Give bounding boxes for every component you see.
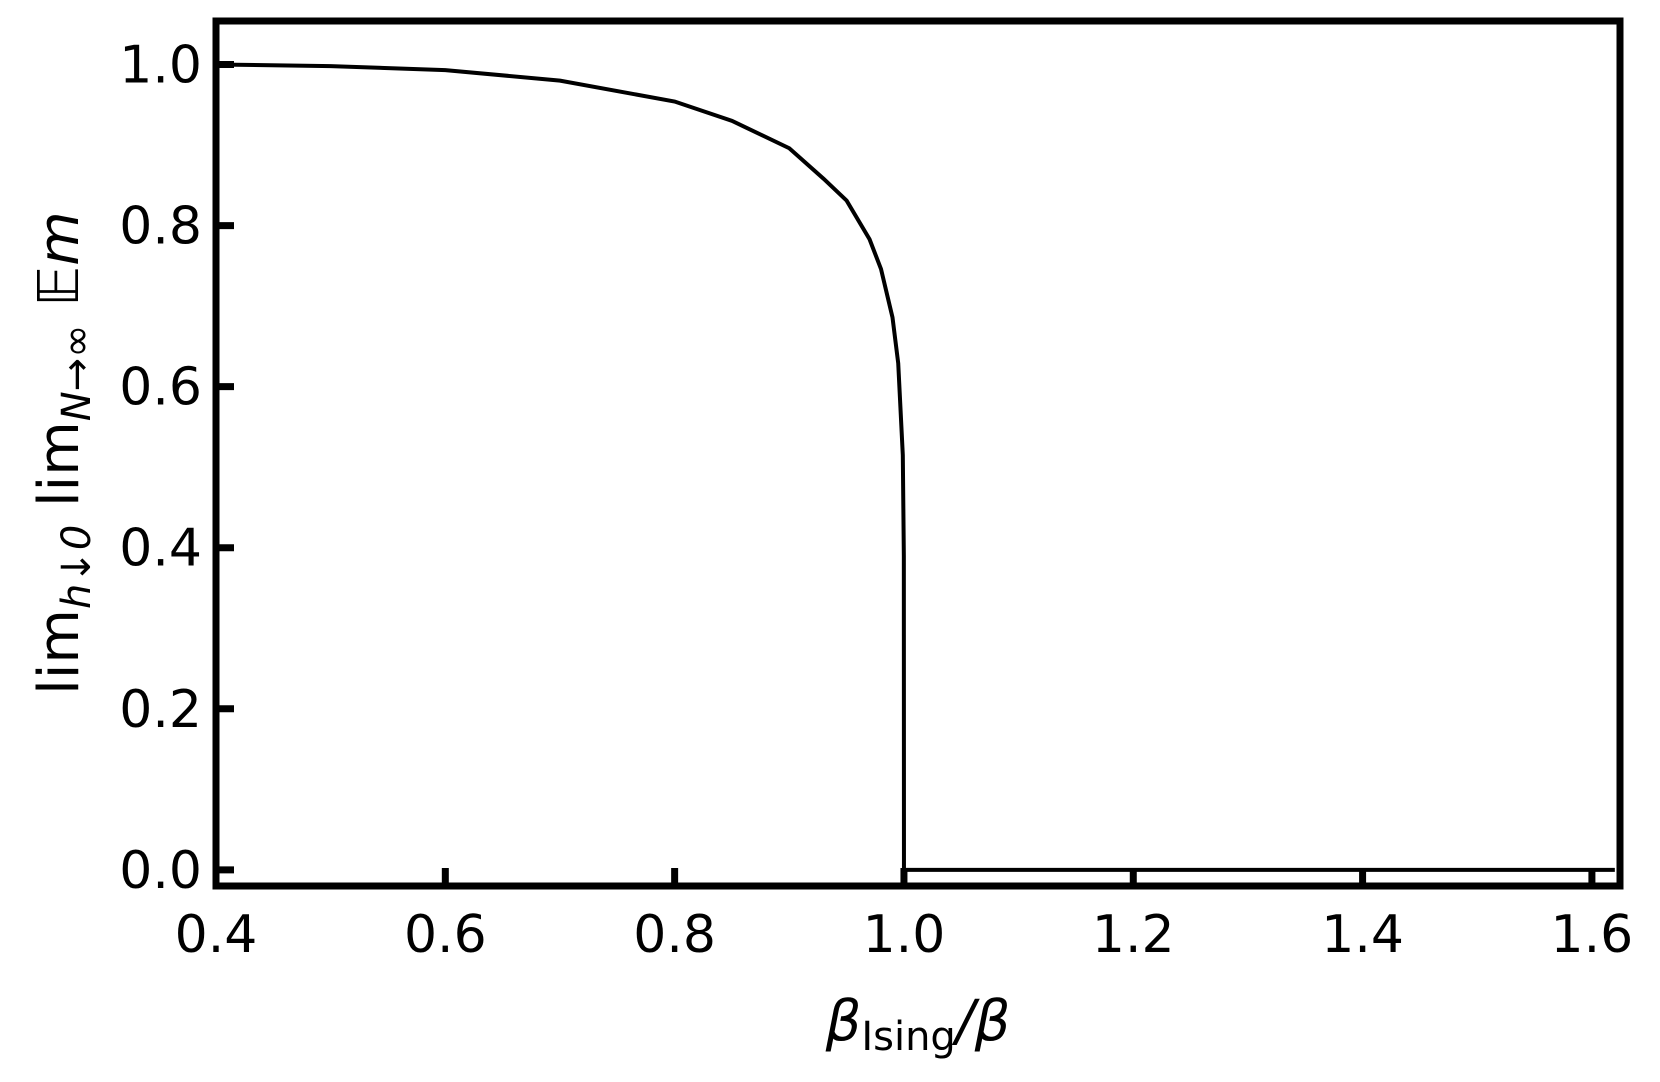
plot-frame <box>212 17 1624 890</box>
y-tick-label: 0.6 <box>119 358 202 418</box>
x-tick-label: 0.8 <box>633 905 716 965</box>
y-tick-label: 0.0 <box>119 841 202 901</box>
y-tick-label: 1.0 <box>119 35 202 95</box>
y-tick-label: 0.8 <box>119 197 202 257</box>
x-tick-label: 0.6 <box>404 905 487 965</box>
x-tick-label: 0.4 <box>175 905 258 965</box>
x-axis-label: βIsing/β <box>825 989 1011 1060</box>
x-tick-label: 1.2 <box>1092 905 1175 965</box>
x-tick-label: 1.6 <box>1551 905 1634 965</box>
x-tick-label: 1.0 <box>863 905 946 965</box>
line <box>215 62 1615 872</box>
y-tick-label: 0.4 <box>119 519 202 579</box>
y-tick-label: 0.2 <box>119 680 202 740</box>
x-tick-label: 1.4 <box>1321 905 1404 965</box>
y-axis-label: limh↓0 limN→∞ 𝔼m <box>27 211 100 694</box>
